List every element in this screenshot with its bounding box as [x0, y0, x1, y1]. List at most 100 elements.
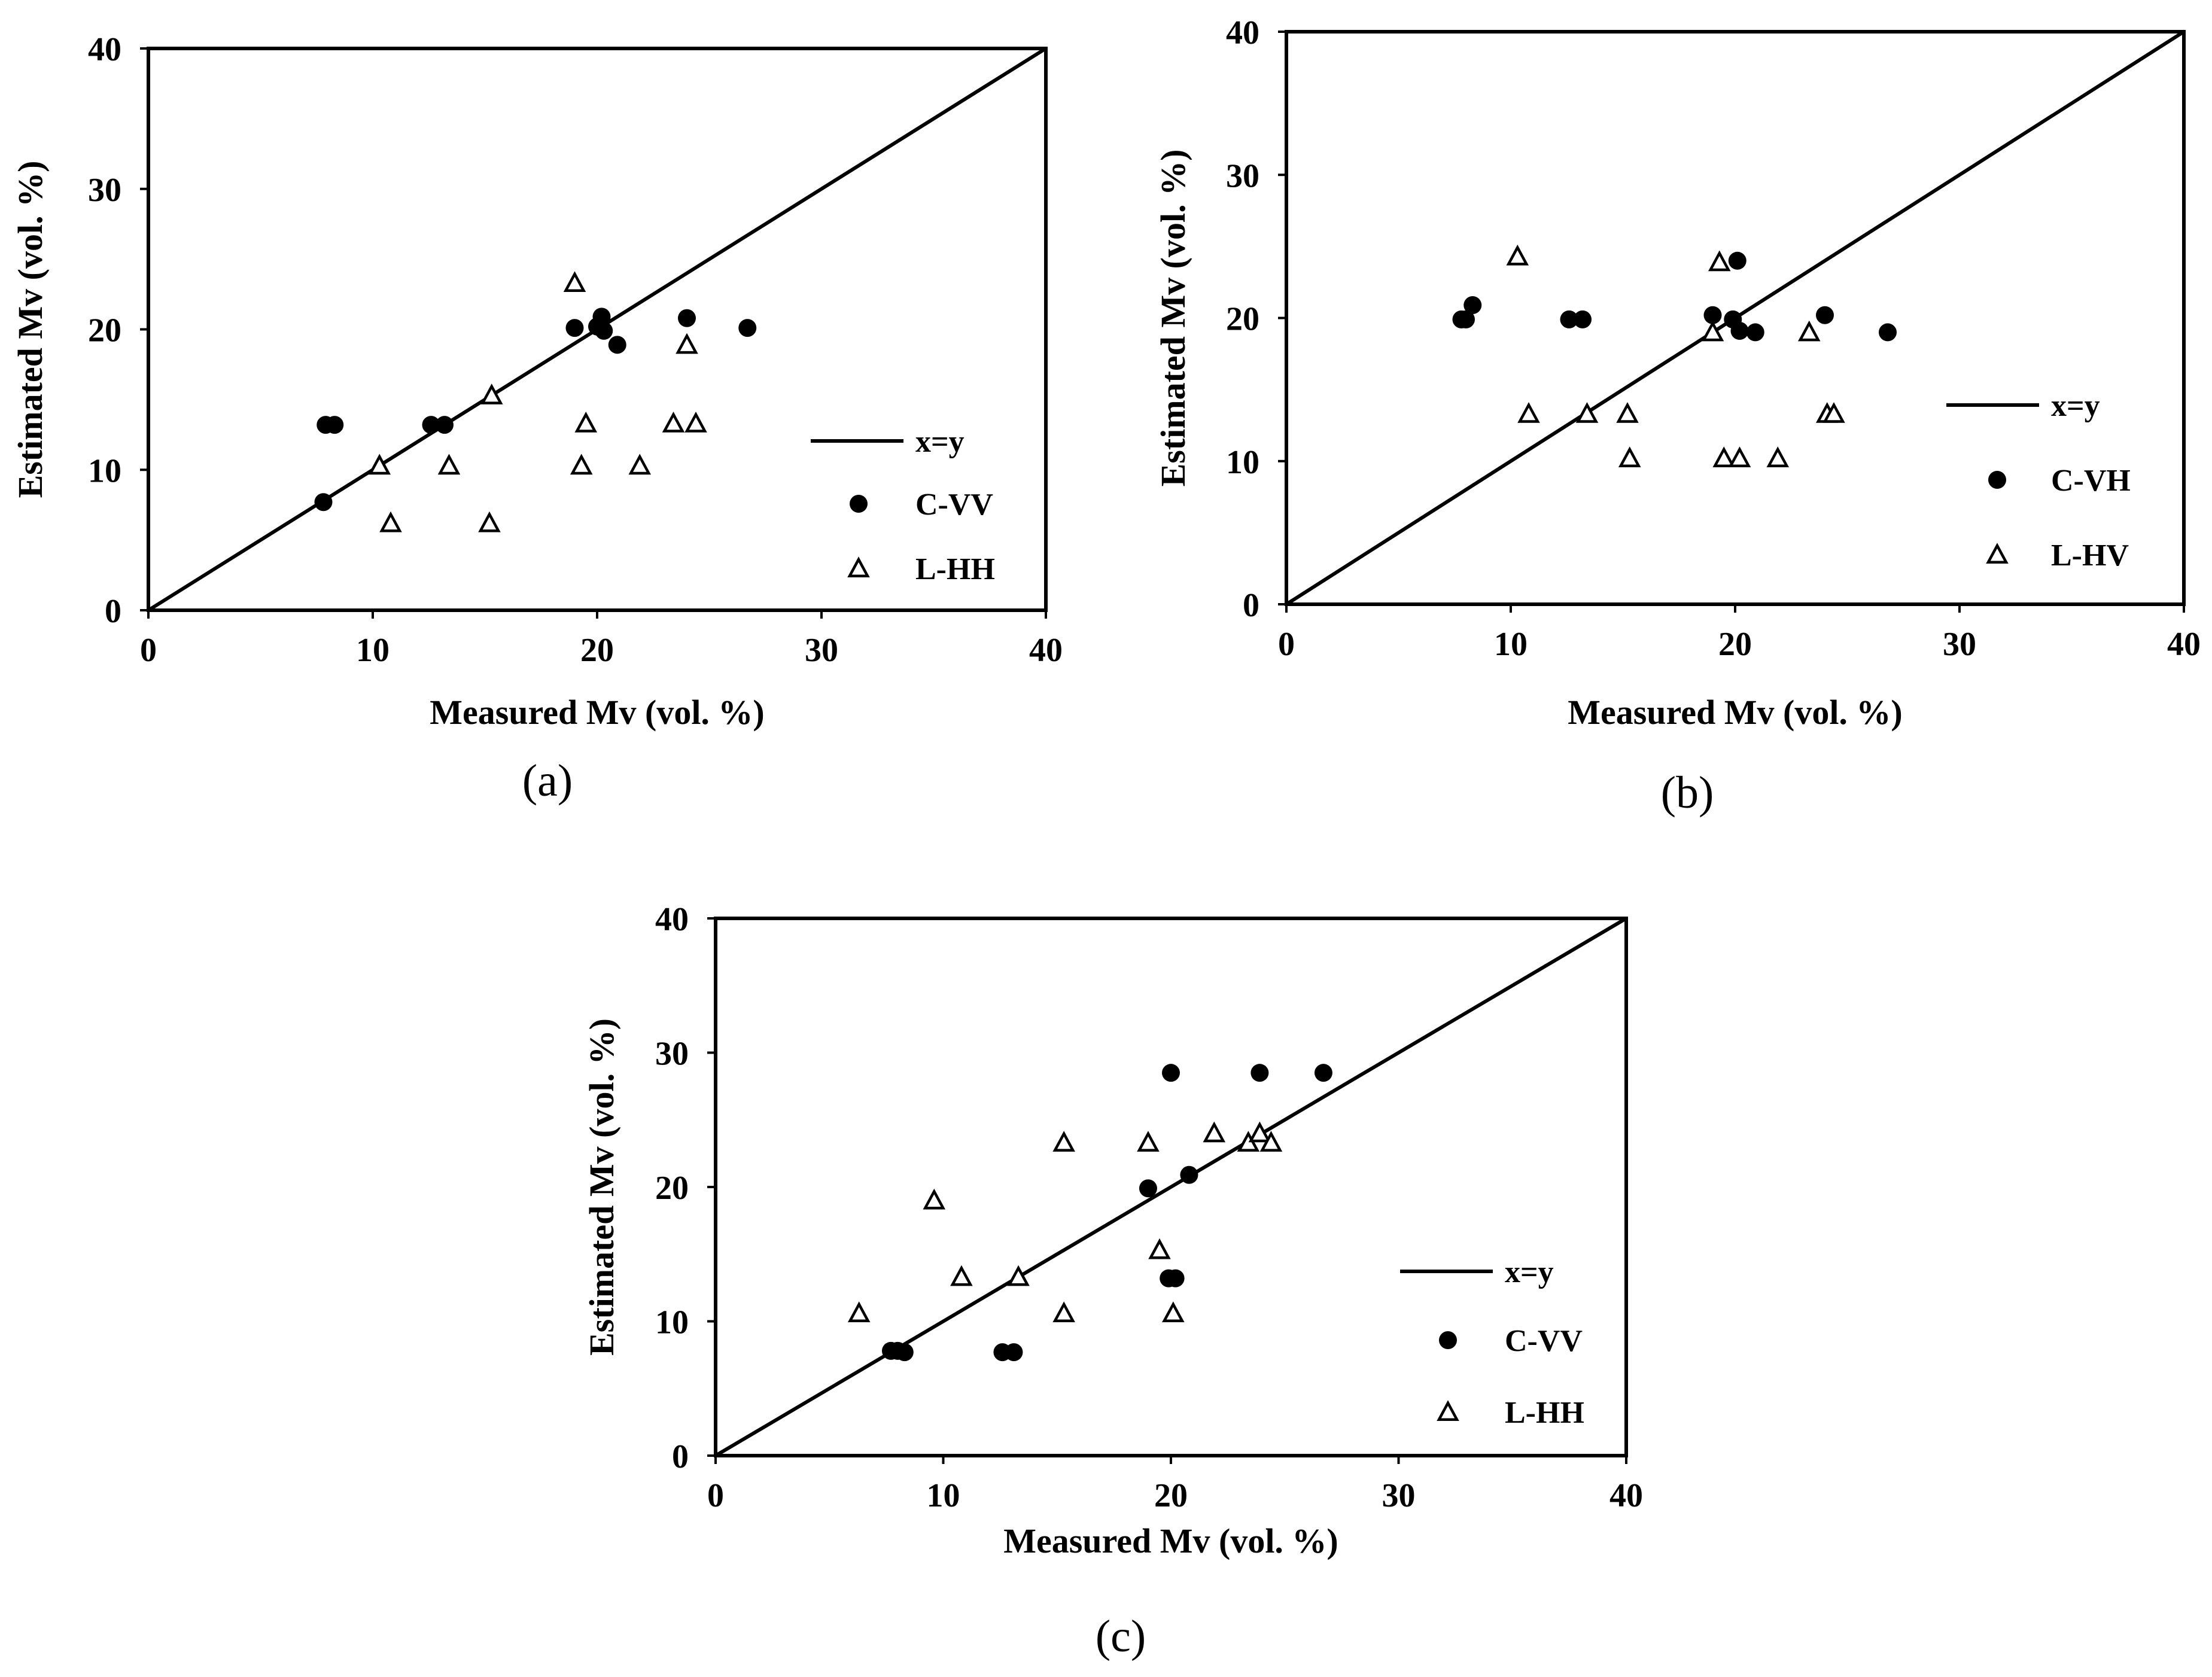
point-triangle-l-hv: [1506, 244, 1529, 266]
y-tick-label: 20: [1226, 301, 1259, 338]
point-triangle-l-hv: [1728, 446, 1751, 467]
point-triangle-l-hh: [1052, 1301, 1075, 1323]
point-triangle-l-hh: [847, 1301, 871, 1323]
legend-label: L-HH: [1505, 1396, 1584, 1430]
point-triangle-l-hh: [1052, 1131, 1075, 1152]
point-circle-c-vv: [678, 309, 696, 327]
point-circle-c-vv: [325, 416, 344, 434]
legend-label: x=y: [1505, 1255, 1554, 1289]
legend-label: x=y: [915, 425, 964, 459]
x-tick-label: 0: [707, 1477, 724, 1514]
y-tick-label: 0: [105, 593, 121, 630]
legend-triangle-icon: [1986, 543, 2009, 564]
y-tick-label: 30: [88, 172, 121, 209]
point-circle-c-vv: [565, 319, 584, 337]
point-triangle-l-hh: [628, 454, 652, 475]
y-tick-label: 0: [1243, 587, 1259, 624]
y-axis-label: Estimated Mv (vol. %): [582, 1018, 621, 1356]
y-tick-label: 10: [1226, 444, 1259, 481]
point-triangle-l-hh: [1259, 1131, 1283, 1152]
x-tick-label: 20: [1154, 1477, 1188, 1514]
point-triangle-l-hv: [1575, 402, 1599, 423]
point-circle-c-vv: [608, 336, 626, 354]
point-circle-c-vv: [1162, 1064, 1180, 1082]
point-circle-c-vh: [1574, 310, 1592, 328]
point-circle-c-vv: [738, 319, 757, 337]
point-circle-c-vh: [1746, 323, 1764, 342]
point-triangle-l-hh: [379, 511, 402, 532]
point-triangle-l-hh: [684, 412, 707, 433]
y-axis-label: Estimated Mv (vol. %): [1154, 150, 1192, 487]
y-tick-label: 20: [88, 312, 121, 349]
point-triangle-l-hh: [563, 271, 586, 293]
x-axis-label: Measured Mv (vol. %): [1003, 1521, 1338, 1560]
point-triangle-l-hh: [676, 333, 698, 354]
point-triangle-l-hh: [574, 412, 598, 433]
panel-caption: (a): [522, 756, 573, 806]
point-circle-c-vv: [895, 1343, 914, 1362]
legend-label: L-HV: [2051, 538, 2129, 573]
point-triangle-l-hh: [1248, 1121, 1271, 1143]
point-triangle-l-hh: [570, 454, 593, 475]
point-triangle-l-hv: [1708, 250, 1731, 272]
legend-circle-icon: [1439, 1331, 1457, 1349]
point-triangle-l-hh: [368, 454, 391, 475]
x-tick-label: 10: [356, 632, 390, 669]
point-triangle-l-hh: [1148, 1238, 1171, 1259]
chart-panel-c: 0 10 20 30 40 0 10 20 30 40 Measured Mv (vol. %) Es…: [582, 901, 1643, 1661]
reference-line: [714, 917, 1627, 1457]
point-triangle-l-hh: [662, 412, 685, 433]
point-triangle-l-hv: [1517, 402, 1540, 423]
x-axis-label: Measured Mv (vol. %): [430, 693, 765, 732]
x-tick-label: 20: [580, 632, 614, 669]
point-circle-c-vv: [592, 308, 611, 326]
y-tick-label: 0: [672, 1438, 689, 1475]
legend-label: C-VV: [915, 488, 993, 522]
x-tick-label: 10: [927, 1477, 960, 1514]
point-circle-c-vh: [1457, 310, 1475, 328]
point-circle-c-vh: [1728, 251, 1747, 270]
point-circle-c-vh: [1703, 306, 1722, 324]
point-triangle-l-hh: [1007, 1265, 1030, 1286]
point-circle-c-vh: [1879, 323, 1897, 342]
point-triangle-l-hv: [1822, 402, 1845, 423]
point-circle-c-vh: [1463, 296, 1482, 314]
legend-triangle-icon: [847, 556, 870, 577]
legend-label: L-HH: [915, 552, 995, 586]
point-triangle-l-hh: [1162, 1301, 1185, 1323]
point-circle-c-vh: [1816, 306, 1834, 324]
legend-label: C-VH: [2051, 464, 2131, 498]
point-circle-c-vv: [1139, 1179, 1157, 1198]
x-tick-label: 20: [1718, 626, 1752, 663]
point-circle-c-vv: [422, 416, 440, 434]
legend-label: x=y: [2051, 389, 2100, 423]
point-circle-c-vv: [1005, 1343, 1023, 1362]
y-tick-label: 10: [88, 452, 121, 489]
point-triangle-l-hh: [437, 454, 461, 475]
point-circle-c-vh: [1560, 310, 1578, 328]
point-circle-c-vh: [1730, 322, 1749, 340]
y-tick-label: 40: [655, 901, 689, 938]
x-tick-label: 40: [1029, 632, 1063, 669]
point-triangle-l-hh: [480, 384, 503, 404]
chart-panel-b: 0 10 20 30 40 0 10 20 30 40 Measured Mv (vol. %) Es…: [1154, 14, 2201, 818]
y-tick-label: 30: [655, 1036, 689, 1073]
legend-label: C-VV: [1505, 1324, 1583, 1358]
point-circle-c-vv: [314, 493, 333, 512]
chart-panel-a: 0 10 20 30 40 0 10 20 30 40 Measured Mv (vol. %) Es…: [11, 31, 1063, 806]
point-triangle-l-hv: [1701, 320, 1724, 342]
y-axis-label: Estimated Mv (vol. %): [11, 161, 50, 498]
point-triangle-l-hv: [1712, 446, 1736, 467]
x-tick-label: 10: [1494, 626, 1528, 663]
y-tick-label: 40: [88, 31, 121, 68]
y-tick-label: 40: [1226, 14, 1259, 51]
y-tick-label: 10: [655, 1304, 689, 1341]
point-triangle-l-hh: [1137, 1131, 1160, 1152]
y-tick-label: 30: [1226, 157, 1259, 194]
y-tick-label: 20: [655, 1170, 689, 1207]
point-triangle-l-hv: [1616, 402, 1639, 423]
point-triangle-l-hh: [1203, 1121, 1226, 1143]
point-triangle-l-hv: [1766, 446, 1790, 467]
x-tick-label: 0: [140, 632, 157, 669]
